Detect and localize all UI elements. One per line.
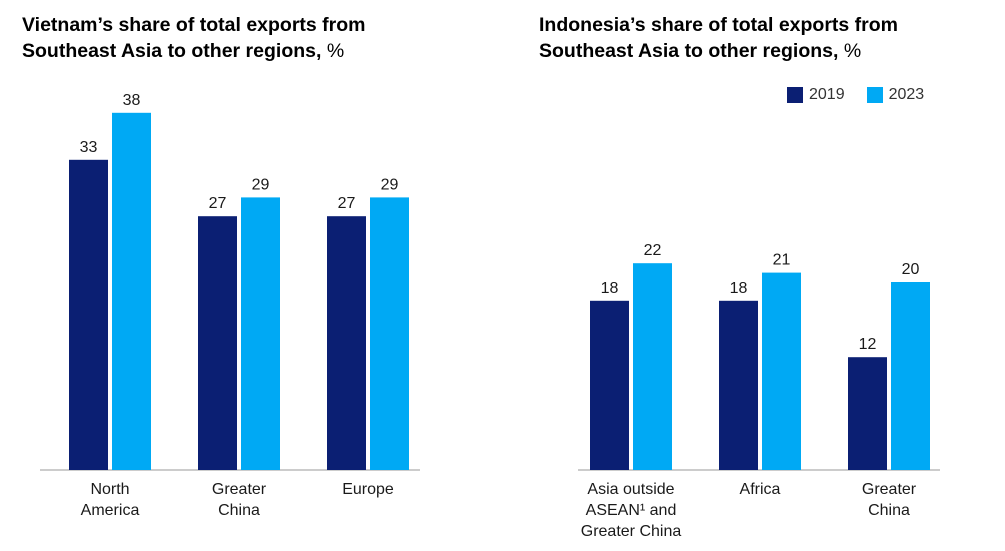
legend-label-2019: 2019 bbox=[809, 86, 845, 103]
category-label: North bbox=[90, 481, 129, 498]
bar-2019-1 bbox=[198, 216, 237, 470]
data-label: 21 bbox=[773, 252, 791, 269]
bar-2023-0 bbox=[633, 263, 672, 470]
legend-item-2023: 2023 bbox=[866, 86, 925, 104]
data-label: 27 bbox=[209, 195, 227, 212]
legend-label-2023: 2023 bbox=[888, 86, 925, 103]
legend: 2019 2023 bbox=[787, 86, 924, 104]
data-label: 18 bbox=[601, 280, 619, 297]
data-label: 33 bbox=[80, 139, 98, 156]
category-label: Greater China bbox=[581, 523, 682, 540]
legend-item-2019: 2019 bbox=[787, 86, 845, 104]
bar-2023-1 bbox=[762, 272, 801, 470]
chart-title-text: Vietnam’s share of total exports from So… bbox=[22, 14, 366, 62]
chart-title-unit: % bbox=[843, 40, 862, 62]
legend-swatch-2019 bbox=[787, 87, 803, 103]
category-label: Africa bbox=[740, 481, 781, 498]
bar-2023-2 bbox=[370, 197, 409, 470]
bar-2019-0 bbox=[69, 159, 108, 471]
category-label: Asia outside bbox=[587, 481, 674, 498]
chart-title-text: Indonesia’s share of total exports from … bbox=[539, 14, 899, 62]
category-label: Greater bbox=[862, 481, 917, 498]
bar-2023-0 bbox=[112, 112, 151, 471]
category-label: China bbox=[218, 502, 260, 519]
chart-title-indonesia: Indonesia’s share of total exports from … bbox=[539, 12, 979, 64]
data-label: 20 bbox=[902, 261, 920, 278]
data-label: 12 bbox=[859, 336, 877, 353]
bar-2023-1 bbox=[241, 197, 280, 470]
category-label: China bbox=[868, 502, 910, 519]
data-label: 29 bbox=[381, 176, 399, 193]
bar-2019-0 bbox=[590, 300, 629, 470]
legend-swatch-2023 bbox=[866, 87, 883, 103]
category-label: Greater bbox=[212, 481, 267, 498]
bar-2019-1 bbox=[719, 300, 758, 470]
category-label: ASEAN¹ and bbox=[586, 502, 677, 519]
category-label: Europe bbox=[342, 481, 394, 498]
data-label: 27 bbox=[338, 195, 356, 212]
data-label: 18 bbox=[730, 280, 748, 297]
data-label: 29 bbox=[252, 176, 270, 193]
chart-title-vietnam: Vietnam’s share of total exports from So… bbox=[22, 12, 462, 64]
chart-title-unit: % bbox=[326, 40, 345, 62]
data-label: 38 bbox=[123, 92, 141, 109]
bar-2019-2 bbox=[327, 216, 366, 470]
category-label: America bbox=[81, 502, 140, 519]
bar-2019-2 bbox=[848, 357, 887, 470]
data-label: 22 bbox=[644, 242, 662, 259]
bar-2023-2 bbox=[891, 282, 930, 470]
